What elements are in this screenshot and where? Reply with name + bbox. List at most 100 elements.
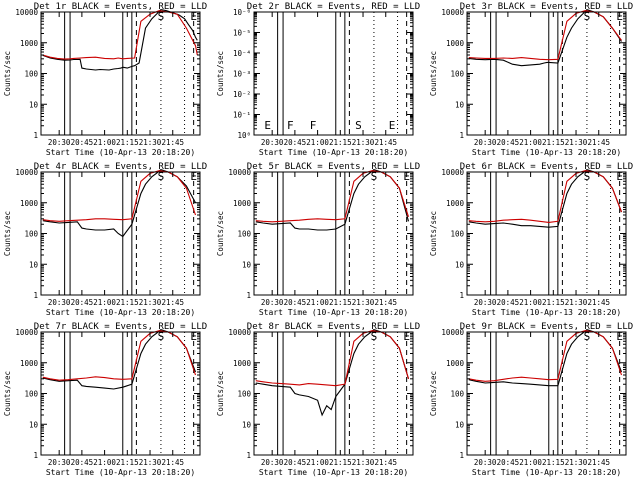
y-tick-label: 10⁻⁶ [233,8,251,17]
series-black-events [468,328,623,387]
y-tick-label: 10⁰ [237,131,251,140]
panel-title: Det 4r BLACK = Events, RED = LLD [34,162,207,172]
x-axis-label: Start Time (10-Apr-13 20:18:20) [472,148,621,157]
x-tick-label: 21:30 [352,298,375,307]
panel-title: Det 7r BLACK = Events, RED = LLD [34,322,207,332]
detector-panel-6: Det 6r BLACK = Events, RED = LLD 1 10 100 10… [429,162,633,317]
x-tick-label: 21:00 [519,138,542,147]
y-tick-label: 1000 [233,199,252,208]
x-axis-label: Start Time (10-Apr-13 20:18:20) [46,308,195,317]
event-marker-label: S [355,119,362,132]
event-marker-label: F [310,119,317,132]
x-tick-label: 21:15 [329,458,352,467]
y-tick-label: 100 [450,390,464,399]
panel-title: Det 2r BLACK = Events, RED = LLD [247,2,420,12]
y-axis-label: Counts/sec [3,211,12,256]
y-tick-label: 10⁻¹ [233,111,251,120]
x-tick-label: 20:45 [71,458,94,467]
x-tick-label: 21:00 [306,298,329,307]
event-marker-label: S [371,330,378,343]
panel-title: Det 8r BLACK = Events, RED = LLD [247,322,420,332]
y-axis-label: Counts/sec [216,51,225,96]
x-tick-label: 20:30 [48,458,71,467]
x-tick-label: 20:45 [497,298,520,307]
x-tick-label: 20:45 [284,138,307,147]
panel-title: Det 6r BLACK = Events, RED = LLD [460,162,633,172]
x-tick-label: 20:45 [284,458,307,467]
series-red-lld [42,10,198,60]
y-tick-label: 1 [246,451,251,460]
x-tick-label: 21:00 [306,458,329,467]
x-tick-label: 21:15 [329,298,352,307]
x-axis-label: Start Time (10-Apr-13 20:18:20) [259,308,408,317]
x-axis-label: Start Time (10-Apr-13 20:18:20) [259,468,408,477]
event-marker-label: E [264,119,271,132]
y-axis-label: Counts/sec [429,211,438,256]
y-tick-label: 10 [455,100,465,109]
x-tick-label: 20:45 [71,138,94,147]
y-tick-label: 10⁻² [233,90,251,99]
detector-panel-3: Det 3r BLACK = Events, RED = LLD 1 10 100 10… [429,2,633,157]
event-marker-label: S [158,10,165,23]
x-tick-label: 21:00 [306,138,329,147]
x-tick-label: 21:00 [93,138,116,147]
y-tick-label: 1 [33,291,38,300]
event-marker-label: E [403,170,410,183]
x-tick-label: 21:45 [374,298,397,307]
event-marker-label: E [616,10,623,23]
x-tick-label: 21:15 [116,138,139,147]
event-marker-label: F [287,119,294,132]
x-tick-label: 21:30 [139,458,162,467]
panel-title: Det 9r BLACK = Events, RED = LLD [460,322,633,332]
x-tick-label: 20:30 [261,298,284,307]
y-tick-label: 1000 [20,199,39,208]
event-marker-label: S [584,10,591,23]
y-tick-label: 10000 [441,8,464,17]
y-tick-label: 100 [450,230,464,239]
event-marker-label: E [190,170,197,183]
y-tick-label: 10000 [228,328,251,337]
event-marker-label: E [616,170,623,183]
panel-title: Det 1r BLACK = Events, RED = LLD [34,2,207,12]
y-axis-label: Counts/sec [3,51,12,96]
y-tick-label: 10000 [15,8,38,17]
y-tick-label: 1000 [233,359,252,368]
y-tick-label: 100 [24,70,38,79]
x-tick-label: 21:45 [161,298,184,307]
y-tick-label: 100 [237,390,251,399]
x-tick-label: 21:45 [374,458,397,467]
x-tick-label: 21:30 [139,298,162,307]
x-tick-label: 21:45 [587,458,610,467]
series-black-events [255,328,410,417]
y-axis-label: Counts/sec [3,371,12,416]
y-tick-label: 10 [29,260,39,269]
x-tick-label: 20:30 [474,458,497,467]
x-tick-label: 21:15 [329,138,352,147]
x-tick-label: 21:00 [519,298,542,307]
x-axis-label: Start Time (10-Apr-13 20:18:20) [46,468,195,477]
y-tick-label: 1 [246,291,251,300]
y-tick-label: 100 [24,230,38,239]
x-tick-label: 21:30 [352,458,375,467]
x-axis-label: Start Time (10-Apr-13 20:18:20) [472,308,621,317]
x-tick-label: 21:30 [139,138,162,147]
series-black-events [468,168,623,228]
series-black-events [42,9,198,71]
y-tick-label: 10000 [15,328,38,337]
event-marker-label: S [371,170,378,183]
series-black-events [468,8,622,67]
series-red-lld [42,330,197,381]
series-red-lld [255,330,410,387]
y-tick-label: 100 [450,70,464,79]
event-marker-label: E [616,330,623,343]
y-tick-label: 1000 [446,199,465,208]
y-axis-label: Counts/sec [429,51,438,96]
y-tick-label: 10⁻⁴ [233,49,251,58]
y-tick-label: 1000 [446,359,465,368]
y-tick-label: 10 [455,260,465,269]
x-tick-label: 21:15 [116,458,139,467]
y-tick-label: 10000 [441,328,464,337]
y-tick-label: 100 [237,230,251,239]
y-tick-label: 10⁻³ [233,70,251,79]
